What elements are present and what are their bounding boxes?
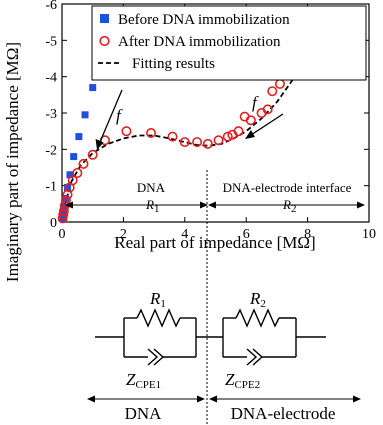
dna-circuit-arrowhead-left <box>87 395 95 403</box>
region-label-dna: DNA <box>137 180 166 195</box>
after-point <box>167 131 178 142</box>
before-point <box>60 209 68 217</box>
before-point <box>75 133 83 141</box>
legend-label-before: Before DNA immobilization <box>118 12 290 28</box>
after-point <box>192 137 203 148</box>
before-point <box>66 171 74 179</box>
resistor-r1 <box>136 308 181 328</box>
circuit-r2-subscript: 2 <box>260 298 266 310</box>
after-point <box>146 127 157 138</box>
legend-circle-marker <box>99 35 110 47</box>
after-point <box>274 78 285 89</box>
circuit-label-dna-electrode: DNA-electrode <box>231 404 336 423</box>
frequency-arrow-left: f <box>95 89 123 150</box>
before-point <box>64 183 72 191</box>
after-point <box>202 138 213 149</box>
x-tick-label: 6 <box>243 227 250 242</box>
circuit-r1-symbol: R <box>149 289 161 308</box>
after-point <box>267 86 278 97</box>
after-point <box>60 195 71 206</box>
y-tick-label: -6 <box>45 0 57 13</box>
after-point <box>179 137 190 148</box>
circuit-z2-label: ZCPE2 <box>225 370 260 391</box>
arrow-shaft <box>250 113 284 136</box>
circuit-r1-subscript: 1 <box>160 298 166 310</box>
circuit-r1-label: R1 <box>149 289 166 310</box>
x-tick-label: 10 <box>362 227 376 242</box>
cpe2-plate-b <box>252 348 264 366</box>
equivalent-circuit <box>95 308 326 366</box>
after-point <box>57 213 68 224</box>
after-point <box>222 131 233 142</box>
circuit-z1-symbol: Z <box>126 370 136 389</box>
y-tick-label: -1 <box>45 180 57 195</box>
f-label-left: f <box>116 106 123 125</box>
before-point <box>81 111 89 119</box>
arrow-shaft <box>99 89 123 143</box>
legend: Before DNA immobilization After DNA immo… <box>91 5 367 81</box>
after-point <box>78 158 89 169</box>
y-tick-label: -5 <box>45 34 57 49</box>
y-tick-label: -4 <box>45 71 57 86</box>
region-annotations: DNA DNA-electrode interface R1 R2 <box>65 180 365 215</box>
after-point <box>58 209 69 220</box>
circuit-z1-label: ZCPE1 <box>126 370 161 391</box>
legend-box <box>91 5 367 81</box>
before-point <box>89 84 97 92</box>
cpe1-plate-a <box>147 348 159 366</box>
frequency-arrow-right: f <box>245 93 284 139</box>
after-point <box>262 104 273 115</box>
after-point <box>87 149 98 160</box>
cpe1-plate-b <box>153 348 165 366</box>
circuit-z1-subscript: CPE1 <box>135 379 161 391</box>
r2-subscript: 2 <box>291 203 297 215</box>
electrode-circuit-arrowhead-left <box>209 395 217 403</box>
region-label-interface: DNA-electrode interface <box>223 180 352 195</box>
r1-subscript: 1 <box>154 203 160 215</box>
cpe2-plate-a <box>246 348 258 366</box>
before-point <box>70 153 78 161</box>
region-r1-label: R1 <box>145 197 159 215</box>
x-axis-label: Real part of impedance [MΩ] <box>114 233 315 252</box>
arrow-head <box>245 130 255 139</box>
circuit-label-dna: DNA <box>125 404 163 423</box>
dna-span-arrowhead-right <box>200 201 208 209</box>
after-point <box>58 206 69 217</box>
arrow-head <box>95 139 104 150</box>
interface-span-arrowhead-left <box>208 201 216 209</box>
circuit-z2-subscript: CPE2 <box>234 379 260 391</box>
legend-square-marker <box>100 14 109 23</box>
y-tick-label: -3 <box>45 107 57 122</box>
dna-span-arrowhead-left <box>65 201 73 209</box>
electrode-circuit-arrowhead-right <box>353 395 361 403</box>
legend-label-fit: Fitting results <box>132 56 215 72</box>
after-point <box>72 167 83 178</box>
f-label-right: f <box>252 93 259 112</box>
after-point <box>233 126 244 137</box>
circuit-z2-symbol: Z <box>225 370 235 389</box>
circuit-r2-symbol: R <box>249 289 261 308</box>
after-point <box>245 115 256 126</box>
after-point <box>67 175 78 186</box>
x-tick-label: 8 <box>304 227 311 242</box>
circuit-r2-label: R2 <box>249 289 266 310</box>
interface-span-arrowhead-right <box>357 201 365 209</box>
after-point <box>213 135 224 146</box>
resistor-r2 <box>235 308 280 328</box>
x-tick-label: 0 <box>59 227 66 242</box>
y-tick-label: -2 <box>45 143 57 158</box>
after-point <box>121 126 132 137</box>
y-tick-label: 0 <box>50 216 57 231</box>
x-tick-label: 2 <box>120 227 127 242</box>
legend-label-after: After DNA immobilization <box>118 34 281 50</box>
y-axis-label: Imaginary part of impedance [MΩ] <box>3 42 22 282</box>
x-tick-label: 4 <box>181 227 188 242</box>
dna-circuit-arrowhead-right <box>197 395 205 403</box>
circuit-region-arrows <box>87 395 361 403</box>
region-r2-label: R2 <box>282 197 296 215</box>
